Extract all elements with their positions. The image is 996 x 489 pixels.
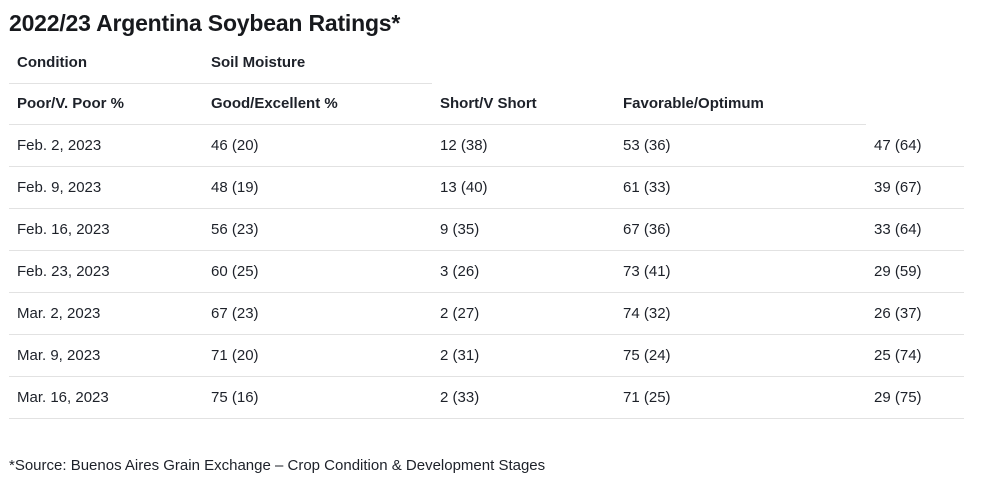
value-cell: 56 (23) — [203, 208, 432, 251]
value-cell: 29 (75) — [866, 376, 964, 419]
value-cell: 48 (19) — [203, 166, 432, 209]
value-cell: 74 (32) — [615, 292, 866, 335]
column-header-poor-v-poor: Poor/V. Poor % — [9, 83, 203, 125]
group-header-spacer — [866, 43, 964, 84]
column-header-short-v-short: Short/V Short — [432, 83, 615, 125]
column-header-favorable-optimum: Favorable/Optimum — [615, 83, 866, 125]
value-cell: 46 (20) — [203, 124, 432, 167]
ratings-table: Condition Soil Moisture Poor/V. Poor % G… — [9, 43, 964, 419]
value-cell: 39 (67) — [866, 166, 964, 209]
column-header-spacer — [866, 84, 964, 125]
value-cell: 73 (41) — [615, 250, 866, 293]
value-cell: 71 (25) — [615, 376, 866, 419]
column-header-row: Poor/V. Poor % Good/Excellent % Short/V … — [9, 83, 964, 125]
value-cell: 61 (33) — [615, 166, 866, 209]
table-row: Mar. 9, 2023 71 (20) 2 (31) 75 (24) 25 (… — [9, 334, 964, 377]
value-cell: 26 (37) — [866, 292, 964, 335]
group-header-spacer — [432, 43, 615, 84]
value-cell: 71 (20) — [203, 334, 432, 377]
date-cell: Feb. 16, 2023 — [9, 208, 203, 251]
value-cell: 9 (35) — [432, 208, 615, 251]
date-cell: Mar. 2, 2023 — [9, 292, 203, 335]
table-row: Mar. 16, 2023 75 (16) 2 (33) 71 (25) 29 … — [9, 376, 964, 419]
value-cell: 67 (23) — [203, 292, 432, 335]
value-cell: 2 (31) — [432, 334, 615, 377]
value-cell: 2 (27) — [432, 292, 615, 335]
column-header-good-excellent: Good/Excellent % — [203, 83, 432, 125]
value-cell: 25 (74) — [866, 334, 964, 377]
date-cell: Feb. 2, 2023 — [9, 124, 203, 167]
date-cell: Feb. 9, 2023 — [9, 166, 203, 209]
group-header-condition: Condition — [9, 43, 203, 84]
value-cell: 13 (40) — [432, 166, 615, 209]
table-row: Feb. 2, 2023 46 (20) 12 (38) 53 (36) 47 … — [9, 124, 964, 167]
table-row: Feb. 16, 2023 56 (23) 9 (35) 67 (36) 33 … — [9, 208, 964, 251]
table-row: Feb. 9, 2023 48 (19) 13 (40) 61 (33) 39 … — [9, 166, 964, 209]
value-cell: 12 (38) — [432, 124, 615, 167]
value-cell: 29 (59) — [866, 250, 964, 293]
value-cell: 33 (64) — [866, 208, 964, 251]
source-footnote: *Source: Buenos Aires Grain Exchange – C… — [9, 457, 546, 474]
value-cell: 67 (36) — [615, 208, 866, 251]
date-cell: Mar. 9, 2023 — [9, 334, 203, 377]
date-cell: Mar. 16, 2023 — [9, 376, 203, 419]
value-cell: 3 (26) — [432, 250, 615, 293]
group-header-row: Condition Soil Moisture — [9, 43, 964, 84]
value-cell: 47 (64) — [866, 124, 964, 167]
group-header-soil-moisture: Soil Moisture — [203, 43, 432, 84]
page-title: 2022/23 Argentina Soybean Ratings* — [9, 10, 401, 36]
date-cell: Feb. 23, 2023 — [9, 250, 203, 293]
value-cell: 53 (36) — [615, 124, 866, 167]
value-cell: 60 (25) — [203, 250, 432, 293]
table-row: Mar. 2, 2023 67 (23) 2 (27) 74 (32) 26 (… — [9, 292, 964, 335]
table-row: Feb. 23, 2023 60 (25) 3 (26) 73 (41) 29 … — [9, 250, 964, 293]
group-header-spacer — [615, 43, 866, 84]
value-cell: 75 (16) — [203, 376, 432, 419]
value-cell: 2 (33) — [432, 376, 615, 419]
value-cell: 75 (24) — [615, 334, 866, 377]
